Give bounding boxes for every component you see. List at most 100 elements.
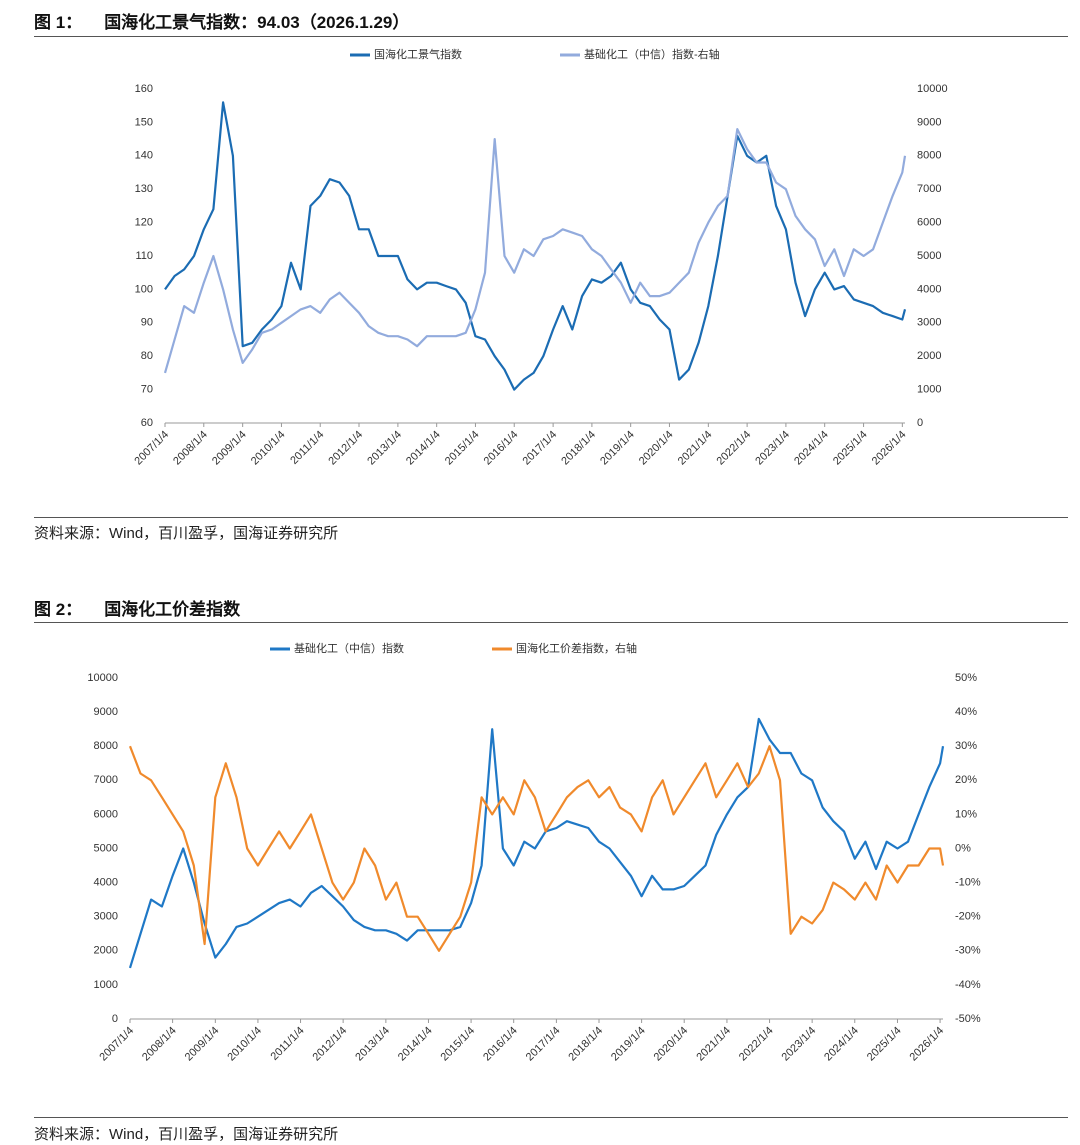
legend-label: 国海化工景气指数 <box>374 47 462 61</box>
legend-label: 国海化工价差指数，右轴 <box>516 641 637 655</box>
y2-tick-label: 30% <box>955 740 977 752</box>
x-tick-label: 2016/1/4 <box>482 429 521 468</box>
legend-label: 基础化工（中信）指数-右轴 <box>584 47 720 61</box>
rule <box>34 517 1068 518</box>
x-tick-label: 2018/1/4 <box>566 1025 605 1064</box>
y-tick-label: 140 <box>135 150 153 162</box>
x-tick-label: 2010/1/4 <box>225 1025 264 1064</box>
y2-tick-label: 6000 <box>917 217 941 229</box>
x-tick-label: 2023/1/4 <box>780 1025 819 1064</box>
y2-tick-label: 4000 <box>917 283 941 295</box>
y-tick-label: 2000 <box>94 945 118 957</box>
y2-tick-label: 7000 <box>917 183 941 195</box>
y-tick-label: 110 <box>135 250 153 262</box>
y2-tick-label: 8000 <box>917 150 941 162</box>
y2-tick-label: 3000 <box>917 317 941 329</box>
x-tick-label: 2015/1/4 <box>443 429 482 468</box>
chart: 60 70 80 90 100 110 120 130 140 150 160 0 1000 2000 30… <box>132 47 948 468</box>
x-tick-label: 2008/1/4 <box>140 1025 179 1064</box>
y2-tick-label: 5000 <box>917 250 941 262</box>
y2-tick-label: -50% <box>955 1013 981 1025</box>
x-tick-label: 2014/1/4 <box>396 1025 435 1064</box>
rule <box>34 36 1068 37</box>
chart: 0 1000 2000 3000 4000 5000 6000 7000 8000 9000 100… <box>87 641 981 1064</box>
y-tick-label: 4000 <box>94 877 118 889</box>
y2-tick-label: 0 <box>917 417 923 429</box>
x-tick-label: 2017/1/4 <box>521 429 560 468</box>
series-line <box>128 745 945 952</box>
y2-tick-label: -10% <box>955 877 981 889</box>
x-tick-label: 2023/1/4 <box>753 429 792 468</box>
x-tick-label: 2010/1/4 <box>249 429 288 468</box>
figure-heading: 图 2： 国海化工价差指数 <box>34 595 262 620</box>
x-tick-label: 2019/1/4 <box>609 1025 648 1064</box>
x-tick-label: 2015/1/4 <box>438 1025 477 1064</box>
y-tick-label: 70 <box>141 384 153 396</box>
y-tick-label: 7000 <box>94 774 118 786</box>
y2-tick-label: -40% <box>955 979 981 991</box>
y-tick-label: 60 <box>141 417 153 429</box>
x-tick-label: 2013/1/4 <box>353 1025 392 1064</box>
x-tick-label: 2024/1/4 <box>822 1025 861 1064</box>
x-tick-label: 2012/1/4 <box>326 429 365 468</box>
x-tick-label: 2020/1/4 <box>652 1025 691 1064</box>
x-tick-label: 2019/1/4 <box>598 429 637 468</box>
legend-label: 基础化工（中信）指数 <box>294 641 404 655</box>
x-tick-label: 2025/1/4 <box>865 1025 904 1064</box>
y2-tick-label: 10000 <box>917 83 948 95</box>
y2-tick-label: 40% <box>955 706 977 718</box>
x-tick-label: 2026/1/4 <box>870 429 909 468</box>
y-tick-label: 5000 <box>94 842 118 854</box>
x-tick-label: 2026/1/4 <box>907 1025 946 1064</box>
y2-tick-label: -30% <box>955 945 981 957</box>
rule <box>34 622 1068 623</box>
y2-tick-label: 0% <box>955 842 971 854</box>
y-tick-label: 9000 <box>94 706 118 718</box>
source: 资料来源：Wind，百川盈孚，国海证券研究所 <box>34 1126 339 1143</box>
x-tick-label: 2025/1/4 <box>831 429 870 468</box>
figure-heading: 图 1： 国海化工景气指数：94.03（2026.1.29） <box>34 8 431 33</box>
series-line <box>163 128 907 374</box>
y-tick-label: 160 <box>135 83 153 95</box>
x-tick-label: 2007/1/4 <box>97 1025 136 1064</box>
x-tick-label: 2011/1/4 <box>269 1025 307 1063</box>
y2-tick-label: 9000 <box>917 116 941 128</box>
x-tick-label: 2021/1/4 <box>694 1025 733 1064</box>
y-tick-label: 1000 <box>94 979 118 991</box>
y-tick-label: 10000 <box>87 672 118 684</box>
y-tick-label: 0 <box>112 1013 118 1025</box>
x-tick-label: 2022/1/4 <box>737 1025 776 1064</box>
y2-tick-label: -20% <box>955 911 981 923</box>
x-tick-label: 2012/1/4 <box>311 1025 350 1064</box>
y-tick-label: 8000 <box>94 740 118 752</box>
x-tick-label: 2009/1/4 <box>183 1025 222 1064</box>
x-tick-label: 2017/1/4 <box>524 1025 563 1064</box>
y2-tick-label: 10% <box>955 808 977 820</box>
source: 资料来源：Wind，百川盈孚，国海证券研究所 <box>34 525 339 542</box>
x-tick-label: 2014/1/4 <box>404 429 443 468</box>
series-line <box>164 101 907 391</box>
y-tick-label: 100 <box>135 283 153 295</box>
y-tick-label: 6000 <box>94 808 118 820</box>
figure-label: 图 2： <box>34 600 83 619</box>
x-tick-label: 2009/1/4 <box>210 429 249 468</box>
y-tick-label: 3000 <box>94 911 118 923</box>
y2-tick-label: 1000 <box>917 384 941 396</box>
x-tick-label: 2007/1/4 <box>132 429 171 468</box>
y-tick-label: 130 <box>135 183 153 195</box>
y-tick-label: 90 <box>141 317 153 329</box>
y2-tick-label: 20% <box>955 774 977 786</box>
rule <box>34 1117 1068 1118</box>
x-tick-label: 2020/1/4 <box>637 429 676 468</box>
y-tick-label: 120 <box>135 217 153 229</box>
x-tick-label: 2021/1/4 <box>676 429 715 468</box>
x-tick-label: 2024/1/4 <box>792 429 831 468</box>
x-tick-label: 2018/1/4 <box>559 429 598 468</box>
figure-title: 国海化工景气指数：94.03（2026.1.29） <box>104 13 410 32</box>
y-tick-label: 150 <box>135 116 153 128</box>
y-tick-label: 80 <box>141 350 153 362</box>
x-tick-label: 2013/1/4 <box>365 429 404 468</box>
x-tick-label: 2011/1/4 <box>288 429 326 467</box>
x-tick-label: 2008/1/4 <box>171 429 210 468</box>
